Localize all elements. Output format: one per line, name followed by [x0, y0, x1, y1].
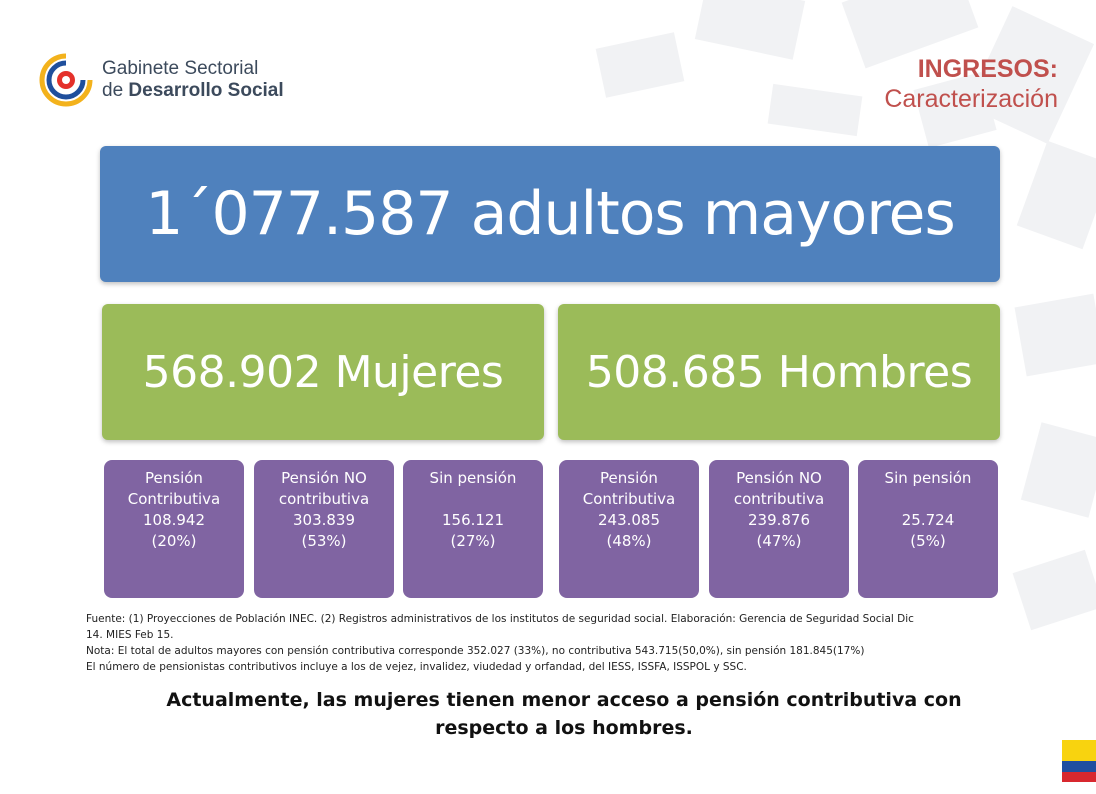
- leaf-men-contributory: Pensión Contributiva 243.085 (48%): [559, 460, 699, 598]
- leaf-label: Sin pensión: [884, 469, 972, 487]
- leaf-label: Pensión NO: [281, 469, 367, 487]
- logo-text: Gabinete Sectorial de Desarrollo Social: [102, 58, 284, 102]
- leaf-label: Pensión: [600, 469, 658, 487]
- leaf-value: 239.876: [747, 511, 811, 529]
- leaf-percent: (48%): [606, 532, 652, 550]
- group-node-men: 508.685 Hombres: [558, 304, 1000, 440]
- note-line: Fuente: (1) Proyecciones de Población IN…: [86, 613, 914, 625]
- leaf-percent: (47%): [756, 532, 802, 550]
- leaf-women-contributory: Pensión Contributiva 108.942 (20%): [104, 460, 244, 598]
- leaf-label: Contributiva: [582, 490, 676, 508]
- flag-icon: [1062, 740, 1096, 782]
- leaf-percent: (20%): [151, 532, 197, 550]
- leaf-label: Sin pensión: [429, 469, 517, 487]
- leaf-value: 303.839: [292, 511, 356, 529]
- leaf-men-no-pension: Sin pensión 25.724 (5%): [858, 460, 998, 598]
- note-line: Nota: El total de adultos mayores con pe…: [86, 645, 865, 657]
- logo-emblem-icon: [39, 53, 93, 107]
- root-node-total-elderly: 1´077.587 adultos mayores: [100, 146, 1000, 282]
- leaf-percent: (5%): [910, 532, 946, 550]
- leaf-value: 25.724: [901, 511, 955, 529]
- conclusion-line: Actualmente, las mujeres tienen menor ac…: [166, 689, 962, 711]
- note-line: El número de pensionistas contributivos …: [86, 661, 747, 673]
- leaf-value: 108.942: [142, 511, 206, 529]
- slide-title-main: INGRESOS:: [917, 55, 1058, 83]
- leaf-percent: (27%): [450, 532, 496, 550]
- leaf-label: Contributiva: [127, 490, 221, 508]
- logo: Gabinete Sectorial de Desarrollo Social: [36, 50, 306, 112]
- leaf-value: 156.121: [441, 511, 505, 529]
- slide-title-sub: Caracterización: [884, 85, 1058, 113]
- leaf-value: 243.085: [597, 511, 661, 529]
- note-line: 14. MIES Feb 15.: [86, 629, 174, 641]
- leaf-women-no-pension: Sin pensión 156.121 (27%): [403, 460, 543, 598]
- logo-line2: de Desarrollo Social: [102, 80, 284, 101]
- leaf-label: contributiva: [278, 490, 370, 508]
- conclusion-line: respecto a los hombres.: [435, 717, 693, 739]
- leaf-label: Pensión: [145, 469, 203, 487]
- leaf-label: Pensión NO: [736, 469, 822, 487]
- source-notes: Fuente: (1) Proyecciones de Población IN…: [86, 611, 1026, 675]
- slide-title: INGRESOS: Caracterización: [884, 54, 1058, 114]
- leaf-women-noncontributory: Pensión NO contributiva 303.839 (53%): [254, 460, 394, 598]
- leaf-label: contributiva: [733, 490, 825, 508]
- conclusion-text: Actualmente, las mujeres tienen menor ac…: [100, 686, 1028, 742]
- group-node-women: 568.902 Mujeres: [102, 304, 544, 440]
- logo-line1: Gabinete Sectorial: [102, 58, 259, 79]
- leaf-percent: (53%): [301, 532, 347, 550]
- leaf-men-noncontributory: Pensión NO contributiva 239.876 (47%): [709, 460, 849, 598]
